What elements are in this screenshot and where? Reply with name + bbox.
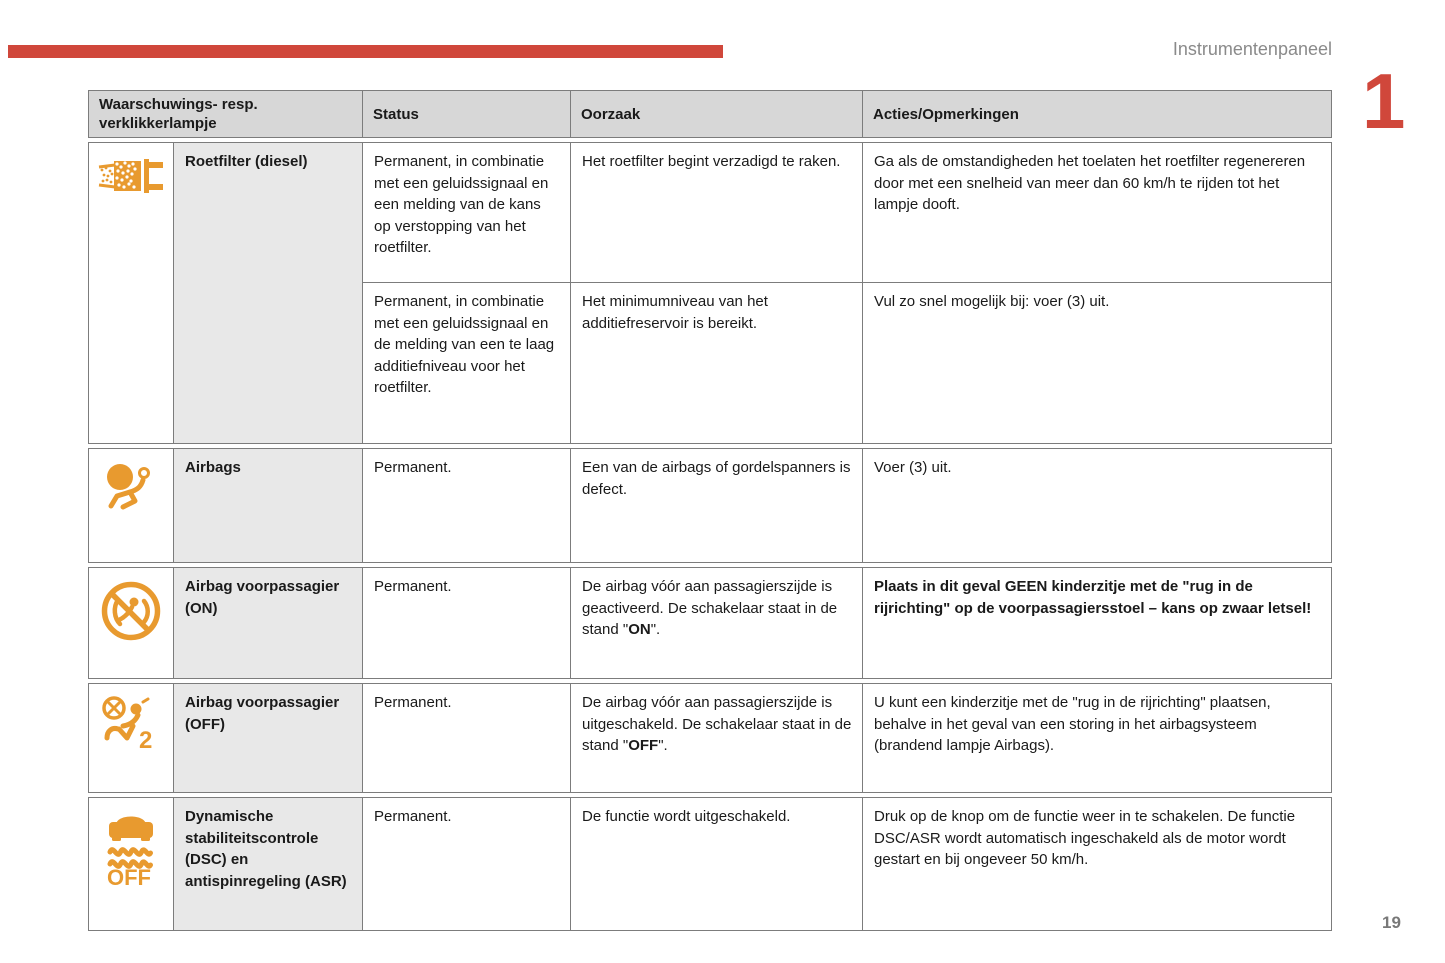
running-header: Instrumentenpaneel [1172, 39, 1332, 59]
passenger-airbag-on-icon [89, 568, 173, 678]
warning-lights-table: Waarschuwings- resp. verklikkerlampje St… [88, 90, 1332, 931]
header-actions: Acties/Opmerkingen [862, 91, 1332, 137]
chapter-number: 1 [1362, 57, 1406, 145]
table-header-row: Waarschuwings- resp. verklikkerlampje St… [88, 90, 1332, 138]
airbag-warning-icon [89, 449, 173, 562]
row-label: Airbag voorpassagier (OFF) [173, 684, 362, 792]
dsc-asr-off-icon: OFF [89, 798, 173, 930]
status-cell: Permanent. [362, 798, 570, 930]
status-cell: Permanent. [362, 568, 570, 678]
header-status: Status [362, 91, 570, 137]
actions-cell: U kunt een kinderzitje met de "rug in de… [862, 684, 1332, 792]
table-row-airbags: Airbags Permanent. Een van de airbags of… [88, 448, 1332, 563]
cause-cell: De airbag vóór aan passagierszijde is ge… [570, 568, 862, 678]
particulate-filter-icon [89, 143, 173, 443]
svg-text:OFF: OFF [107, 865, 151, 887]
header-cause: Oorzaak [570, 91, 862, 137]
status-cell: Permanent, in combinatie met een geluids… [362, 283, 570, 443]
status-cell: Permanent, in combinatie met een geluids… [362, 143, 570, 283]
actions-cell: Ga als de omstandigheden het toelaten he… [862, 143, 1332, 283]
header-light: Waarschuwings- resp. verklikkerlampje [99, 96, 258, 132]
row-label: Airbags [173, 449, 362, 562]
actions-cell: Vul zo snel mogelijk bij: voer (3) uit. [862, 283, 1332, 443]
cause-cell: Een van de airbags of gordelspanners is … [570, 449, 862, 562]
table-row-airbag-off: 2 Airbag voorpassagier (OFF) Permanent. … [88, 683, 1332, 793]
accent-bar [8, 45, 723, 58]
status-cell: Permanent. [362, 449, 570, 562]
table-row-roetfilter: Roetfilter (diesel) Permanent, in combin… [88, 142, 1332, 444]
cause-cell: De airbag vóór aan passagierszijde is ui… [570, 684, 862, 792]
actions-cell: Plaats in dit geval GEEN kinderzitje met… [862, 568, 1332, 678]
table-row-dsc-asr: OFF Dynamische stabiliteitscontrole (DSC… [88, 797, 1332, 931]
svg-text:2: 2 [139, 727, 152, 753]
cause-cell: Het minimumniveau van het additiefreserv… [570, 283, 862, 443]
actions-cell: Voer (3) uit. [862, 449, 1332, 562]
status-cell: Permanent. [362, 684, 570, 792]
table-row-airbag-on: Airbag voorpassagier (ON) Permanent. De … [88, 567, 1332, 679]
cause-cell: De functie wordt uitgeschakeld. [570, 798, 862, 930]
passenger-airbag-off-icon: 2 [89, 684, 173, 792]
actions-cell: Druk op de knop om de functie weer in te… [862, 798, 1332, 930]
cause-cell: Het roetfilter begint verzadigd te raken… [570, 143, 862, 283]
row-label: Airbag voorpassagier (ON) [173, 568, 362, 678]
row-label: Dynamische stabiliteitscontrole (DSC) en… [173, 798, 362, 930]
row-label: Roetfilter (diesel) [173, 143, 362, 443]
page-number: 19 [1382, 913, 1401, 932]
